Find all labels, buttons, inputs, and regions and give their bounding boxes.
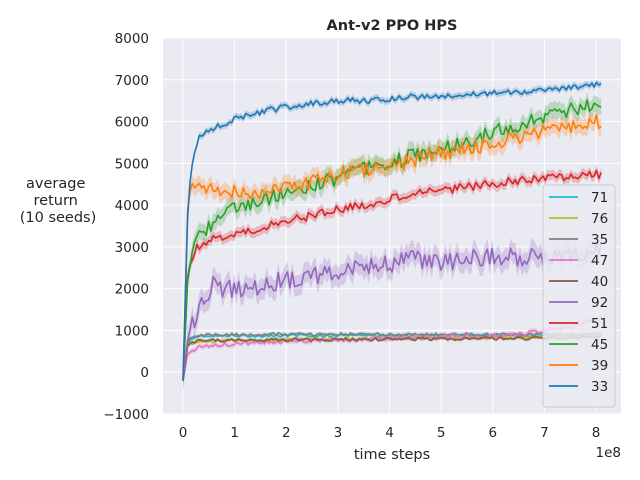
series-line-33 xyxy=(182,81,602,381)
y-tick-label: 8000 xyxy=(115,31,149,47)
series-line-45 xyxy=(182,99,602,381)
legend-label-45: 45 xyxy=(591,337,608,353)
series-line-51 xyxy=(182,169,602,381)
y-tick-label: 2000 xyxy=(115,282,149,298)
x-axis-multiplier: 1e8 xyxy=(596,445,621,461)
y-tick-label: 3000 xyxy=(115,240,149,256)
y-axis-label-line-3: (10 seeds) xyxy=(20,210,97,226)
series-line-92 xyxy=(182,242,602,381)
series-line-35 xyxy=(182,331,602,381)
series-band-39 xyxy=(183,106,602,389)
series-lines xyxy=(182,81,602,381)
chart-title: Ant-v2 PPO HPS xyxy=(327,18,458,34)
x-tick-label: 4 xyxy=(385,425,394,441)
series-line-47 xyxy=(182,315,602,381)
legend-label-33: 33 xyxy=(591,379,608,395)
y-tick-label: 6000 xyxy=(115,115,149,131)
y-axis-label-line-2: return xyxy=(34,193,78,209)
legend-label-47: 47 xyxy=(591,253,608,269)
legend-label-71: 71 xyxy=(591,190,608,206)
x-tick-label: 1 xyxy=(230,425,239,441)
legend-label-39: 39 xyxy=(591,358,608,374)
x-tick-label: 6 xyxy=(488,425,497,441)
y-tick-label: 1000 xyxy=(115,323,149,339)
legend: 71 76 35 47 40 92 51 45 39 33 xyxy=(542,184,616,408)
y-tick-label: 4000 xyxy=(115,198,149,214)
legend-label-51: 51 xyxy=(591,316,608,332)
x-tick-label: 0 xyxy=(179,425,188,441)
y-tick-label: −1000 xyxy=(103,407,149,423)
x-axis-label: time steps xyxy=(354,447,430,463)
x-tick-label: 5 xyxy=(437,425,446,441)
legend-label-76: 76 xyxy=(591,211,608,227)
x-tick-label: 7 xyxy=(540,425,549,441)
legend-box xyxy=(542,184,616,408)
legend-items: 71 76 35 47 40 92 51 45 39 33 xyxy=(549,190,608,395)
y-axis-label: average return (10 seeds) xyxy=(20,176,97,226)
y-tick-label: 5000 xyxy=(115,156,149,172)
legend-label-35: 35 xyxy=(591,232,608,248)
series-line-39 xyxy=(182,114,602,381)
x-tick-label: 8 xyxy=(592,425,601,441)
y-tick-label: 7000 xyxy=(115,73,149,89)
x-tick-label: 3 xyxy=(334,425,343,441)
y-axis-label-line-1: average xyxy=(26,176,85,192)
series-band-51 xyxy=(183,165,602,386)
series-line-40 xyxy=(182,334,602,381)
legend-label-92: 92 xyxy=(591,295,608,311)
y-tick-label: 0 xyxy=(140,365,149,381)
tick-labels: −1000 0 1000 2000 3000 4000 5000 6000 7000 8000 0 1… xyxy=(103,31,600,441)
legend-label-40: 40 xyxy=(591,274,608,290)
x-tick-label: 2 xyxy=(282,425,291,441)
